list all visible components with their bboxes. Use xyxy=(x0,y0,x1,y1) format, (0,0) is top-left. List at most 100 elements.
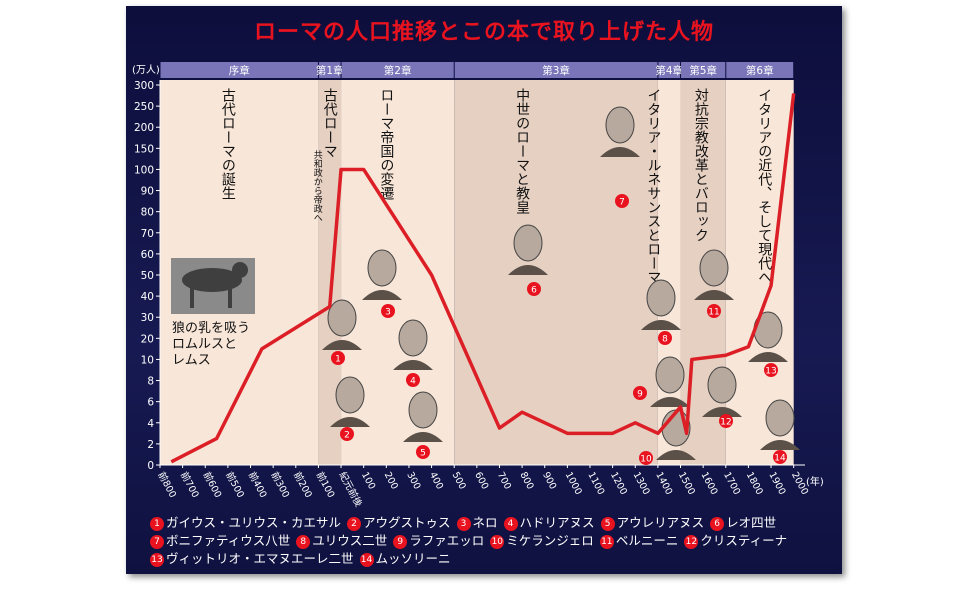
chapter-panel xyxy=(318,80,342,465)
chapter-band xyxy=(726,62,794,78)
portrait-badge-number: 8 xyxy=(662,335,668,345)
portrait-badge xyxy=(773,450,787,464)
legend-person-name: ヴィットリオ・エマヌエーレ二世 xyxy=(166,551,354,566)
portrait-image xyxy=(403,391,443,442)
y-tick-label: 20 xyxy=(141,333,154,345)
portrait-badge-number: 10 xyxy=(640,455,652,465)
legend-number: 13 xyxy=(150,553,164,567)
legend-person-name: ベルニーニ xyxy=(615,533,679,548)
x-tick-label: 前800 xyxy=(155,470,179,500)
x-tick-label: 400 xyxy=(427,470,445,491)
y-tick-label: 50 xyxy=(141,270,154,282)
portrait-badge xyxy=(527,282,541,296)
x-tick-label: 1100 xyxy=(585,470,606,497)
y-tick-label: 0 xyxy=(147,460,154,472)
y-axis-label: (万人) xyxy=(132,64,160,76)
chapter-label: 第5章 xyxy=(689,64,717,77)
legend-person-name: ユリウス二世 xyxy=(312,533,388,548)
annotation-text: 狼の乳を吸う xyxy=(172,321,250,336)
legend-number: 11 xyxy=(599,535,614,549)
portrait-badge-number: 7 xyxy=(619,198,625,208)
y-tick-label: 60 xyxy=(141,249,154,261)
legend-number: 12 xyxy=(684,535,699,549)
chapter-title: 古代ローマ xyxy=(322,88,338,158)
portrait-image xyxy=(508,224,548,275)
y-tick-label: 300 xyxy=(134,80,154,92)
population-line-path xyxy=(170,93,796,464)
chapter-band xyxy=(160,62,318,78)
wolf-statue-image xyxy=(171,258,255,314)
portrait-image xyxy=(760,399,800,450)
chapter-band xyxy=(681,62,726,78)
x-tick-label: 1600 xyxy=(699,470,720,497)
legend-item: 11 ベルニーニ xyxy=(599,530,679,549)
legend-person-name: アウレリアヌス xyxy=(616,515,705,530)
x-tick-label: 1900 xyxy=(766,470,787,497)
portrait-badge-number: 14 xyxy=(774,454,786,464)
chapter-band xyxy=(341,62,454,78)
y-tick-label: 6 xyxy=(147,397,154,409)
legend-number: 8 xyxy=(296,535,311,549)
portrait-image xyxy=(322,299,362,350)
legend-number: 10 xyxy=(490,535,505,549)
chart-title: ローマの人口推移とこの本で取り上げた人物 xyxy=(253,20,714,45)
chapter-title: 対抗宗教改革とバロック xyxy=(693,88,709,242)
x-tick-label: 200 xyxy=(382,470,400,491)
y-tick-label: 30 xyxy=(141,312,154,324)
y-tick-label: 90 xyxy=(141,186,154,198)
legend-row-3: 13 ヴィットリオ・エマヌエーレ二世 14 ムッソリーニ xyxy=(150,548,830,567)
y-tick-label: 70 xyxy=(141,228,154,240)
portrait-badge-number: 13 xyxy=(765,367,776,377)
portrait-badge-number: 3 xyxy=(385,308,391,318)
legend-item: 6 レオ四世 xyxy=(710,512,776,531)
legend-person-name: ガイウス・ユリウス・カエサル xyxy=(166,515,342,530)
chapter-title: イタリア・ルネサンスとローマ xyxy=(645,88,661,284)
portrait-badge xyxy=(615,194,629,208)
x-tick-label: 前100 xyxy=(314,470,338,500)
legend-person-name: ムッソリーニ xyxy=(375,551,451,566)
chapter-label: 第3章 xyxy=(542,64,570,77)
legend-person-name: ボニファティウス八世 xyxy=(166,533,291,548)
y-tick-label: 40 xyxy=(141,291,154,303)
portrait-badge xyxy=(340,427,354,441)
portrait-badge-number: 5 xyxy=(420,449,426,459)
portrait-badge-number: 1 xyxy=(335,355,341,365)
portrait-image xyxy=(393,319,433,370)
portrait-image xyxy=(362,249,402,300)
y-tick-label: 100 xyxy=(134,164,154,176)
legend-number: 3 xyxy=(456,517,471,531)
y-tick-label: 8 xyxy=(147,376,154,388)
y-tick-label: 150 xyxy=(134,143,154,155)
y-tick-label: 10 xyxy=(141,354,154,366)
y-tick-label: 80 xyxy=(141,207,154,219)
y-tick-label: 2 xyxy=(147,439,154,451)
x-tick-label: 900 xyxy=(540,470,558,491)
x-tick-label: 100 xyxy=(359,470,377,491)
x-tick-label: 1200 xyxy=(608,470,629,497)
legend-person-name: ハドリアヌス xyxy=(519,515,595,530)
portrait-badge-number: 4 xyxy=(410,377,416,387)
legend-number: 2 xyxy=(347,517,362,531)
portrait-badge-number: 11 xyxy=(708,308,719,318)
legend-item: 12 クリスティーナ xyxy=(684,530,787,549)
portrait-badge-number: 2 xyxy=(344,431,350,441)
legend-item: 8 ユリウス二世 xyxy=(296,530,387,549)
portrait-badge xyxy=(658,331,672,345)
legend-item: 4 ハドリアヌス xyxy=(503,512,595,531)
x-tick-label: 500 xyxy=(450,470,468,491)
y-tick-label: 250 xyxy=(134,101,154,113)
legend-person-name: ネロ xyxy=(472,515,498,530)
x-tick-label: 前400 xyxy=(246,470,270,500)
portrait-badge xyxy=(331,351,345,365)
chapter-title: 古代ローマの誕生 xyxy=(220,88,236,200)
portrait-image xyxy=(702,366,742,417)
legend-number: 9 xyxy=(393,535,408,549)
chapter-label: 序章 xyxy=(229,64,250,77)
chapter-label: 第6章 xyxy=(746,64,774,77)
portrait-badge-number: 6 xyxy=(531,286,537,296)
portrait-image xyxy=(694,249,734,300)
legend-number: 1 xyxy=(150,517,164,531)
legend-person-name: クリスティーナ xyxy=(700,533,788,548)
